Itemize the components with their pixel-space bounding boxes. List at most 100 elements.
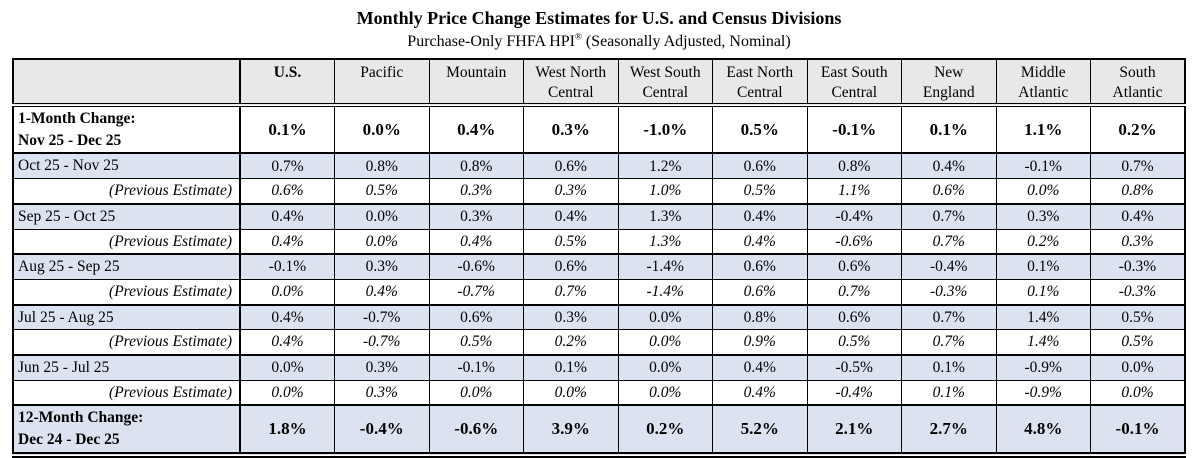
value-cell: 0.6% (712, 152, 808, 180)
value-cell: 0.5% (1090, 329, 1186, 356)
value-cell: 0.4% (428, 228, 524, 256)
column-header: Pacific (334, 58, 430, 108)
value-cell: 0.4% (239, 329, 335, 356)
value-cell: -0.1% (806, 104, 902, 155)
value-cell: 0.2% (995, 228, 1091, 256)
value-cell: 0.6% (806, 253, 902, 280)
value-cell: 0.0% (617, 304, 713, 331)
column-header: Mountain (428, 58, 524, 108)
value-cell: 0.6% (901, 178, 997, 205)
value-cell: 0.3% (428, 203, 524, 230)
value-cell: 0.5% (334, 178, 430, 205)
value-cell: 0.9% (712, 329, 808, 356)
value-cell: 0.6% (523, 152, 619, 180)
report-subtitle: Purchase-Only FHFA HPI® (Seasonally Adju… (0, 32, 1198, 51)
row-label: Aug 25 - Sep 25 (12, 253, 241, 280)
value-cell: 0.7% (523, 278, 619, 306)
value-cell: 0.6% (712, 278, 808, 306)
value-cell: 0.6% (712, 253, 808, 280)
row-label: (Previous Estimate) (12, 278, 241, 306)
table-row: Jul 25 - Aug 25 0.4% -0.7% 0.6% 0.3% 0.0% 0.8%… (12, 304, 1186, 331)
price-change-table: U.S. Pacific Mountain West North Central Wes… (12, 57, 1186, 458)
value-cell: -0.1% (995, 152, 1091, 180)
table-row: Oct 25 - Nov 25 0.7% 0.8% 0.8% 0.6% 1.2% 0.6% 0… (12, 152, 1186, 180)
value-cell: 0.3% (334, 354, 430, 381)
row-label: Jul 25 - Aug 25 (12, 304, 241, 331)
table-row: (Previous Estimate) 0.0% 0.4% -0.7% 0.7% -1.4… (12, 278, 1186, 306)
value-cell: 1.0% (617, 178, 713, 205)
column-header: East South Central (806, 58, 902, 108)
value-cell: 1.4% (995, 304, 1091, 331)
table-row: (Previous Estimate) 0.4% 0.0% 0.4% 0.5% 1.3% 0… (12, 228, 1186, 256)
table-row: Sep 25 - Oct 25 0.4% 0.0% 0.3% 0.4% 1.3% 0.4% -… (12, 203, 1186, 230)
value-cell: -0.7% (334, 304, 430, 331)
value-cell: 0.3% (428, 178, 524, 205)
value-cell: 0.4% (239, 203, 335, 230)
value-cell: 1.4% (995, 329, 1091, 356)
value-cell: -0.1% (428, 354, 524, 381)
value-cell: 0.4% (712, 354, 808, 381)
value-cell: 0.3% (523, 304, 619, 331)
value-cell: 0.5% (428, 329, 524, 356)
column-header: East North Central (712, 58, 808, 108)
row-label: (Previous Estimate) (12, 379, 241, 407)
value-cell: 0.0% (617, 379, 713, 407)
value-cell: 0.3% (523, 104, 619, 155)
value-cell: 0.3% (995, 203, 1091, 230)
table-row: 1-Month Change: Nov 25 - Dec 25 0.1% 0.0% 0… (12, 104, 1186, 155)
value-cell: 0.2% (1090, 104, 1186, 155)
table-header: U.S. Pacific Mountain West North Central Wes… (12, 58, 1186, 108)
value-cell: -0.4% (901, 253, 997, 280)
value-cell: -0.6% (806, 228, 902, 256)
value-cell: -0.9% (995, 354, 1091, 381)
value-cell: 0.8% (334, 152, 430, 180)
value-cell: -1.4% (617, 278, 713, 306)
value-cell: 0.4% (712, 228, 808, 256)
table-row: (Previous Estimate) 0.6% 0.5% 0.3% 0.3% 1.0% 0… (12, 178, 1186, 205)
value-cell: 0.0% (334, 228, 430, 256)
value-cell: 0.0% (617, 329, 713, 356)
value-cell: -0.6% (428, 404, 524, 458)
value-cell: 0.7% (901, 228, 997, 256)
value-cell: 2.1% (806, 404, 902, 458)
value-cell: 0.4% (334, 278, 430, 306)
subtitle-qualifier: (Seasonally Adjusted, Nominal) (581, 32, 791, 50)
table-row: Jun 25 - Jul 25 0.0% 0.3% -0.1% 0.1% 0.0% 0.4%… (12, 354, 1186, 381)
value-cell: 0.8% (712, 304, 808, 331)
value-cell: -0.4% (334, 404, 430, 458)
value-cell: 0.5% (712, 178, 808, 205)
value-cell: 0.8% (1090, 178, 1186, 205)
row-label: 1-Month Change: Nov 25 - Dec 25 (12, 104, 241, 155)
value-cell: 0.0% (334, 203, 430, 230)
value-cell: 3.9% (523, 404, 619, 458)
table-row: (Previous Estimate) 0.0% 0.3% 0.0% 0.0% 0.0% 0… (12, 379, 1186, 407)
value-cell: -0.4% (806, 379, 902, 407)
value-cell: 0.0% (239, 379, 335, 407)
value-cell: 1.1% (995, 104, 1091, 155)
value-cell: 0.4% (901, 152, 997, 180)
value-cell: 0.0% (523, 379, 619, 407)
value-cell: 0.8% (806, 152, 902, 180)
table-row: (Previous Estimate) 0.4% -0.7% 0.5% 0.2% 0.0%… (12, 329, 1186, 356)
value-cell: 0.5% (806, 329, 902, 356)
value-cell: 1.3% (617, 203, 713, 230)
value-cell: -0.7% (428, 278, 524, 306)
value-cell: 0.0% (617, 354, 713, 381)
row-label: Sep 25 - Oct 25 (12, 203, 241, 230)
registered-trademark-mark: ® (575, 31, 582, 42)
value-cell: 0.0% (1090, 354, 1186, 381)
value-cell: 0.7% (901, 304, 997, 331)
value-cell: 0.3% (334, 379, 430, 407)
report-title: Monthly Price Change Estimates for U.S. … (356, 8, 842, 28)
value-cell: 0.0% (239, 354, 335, 381)
value-cell: 0.8% (428, 152, 524, 180)
value-cell: 0.1% (901, 354, 997, 381)
value-cell: 0.7% (1090, 152, 1186, 180)
column-header: West South Central (617, 58, 713, 108)
value-cell: 0.7% (901, 203, 997, 230)
table-body: 1-Month Change: Nov 25 - Dec 25 0.1% 0.0% 0… (12, 104, 1186, 458)
value-cell: 0.4% (239, 228, 335, 256)
row-label: Oct 25 - Nov 25 (12, 152, 241, 180)
value-cell: -0.6% (428, 253, 524, 280)
row-label: (Previous Estimate) (12, 228, 241, 256)
